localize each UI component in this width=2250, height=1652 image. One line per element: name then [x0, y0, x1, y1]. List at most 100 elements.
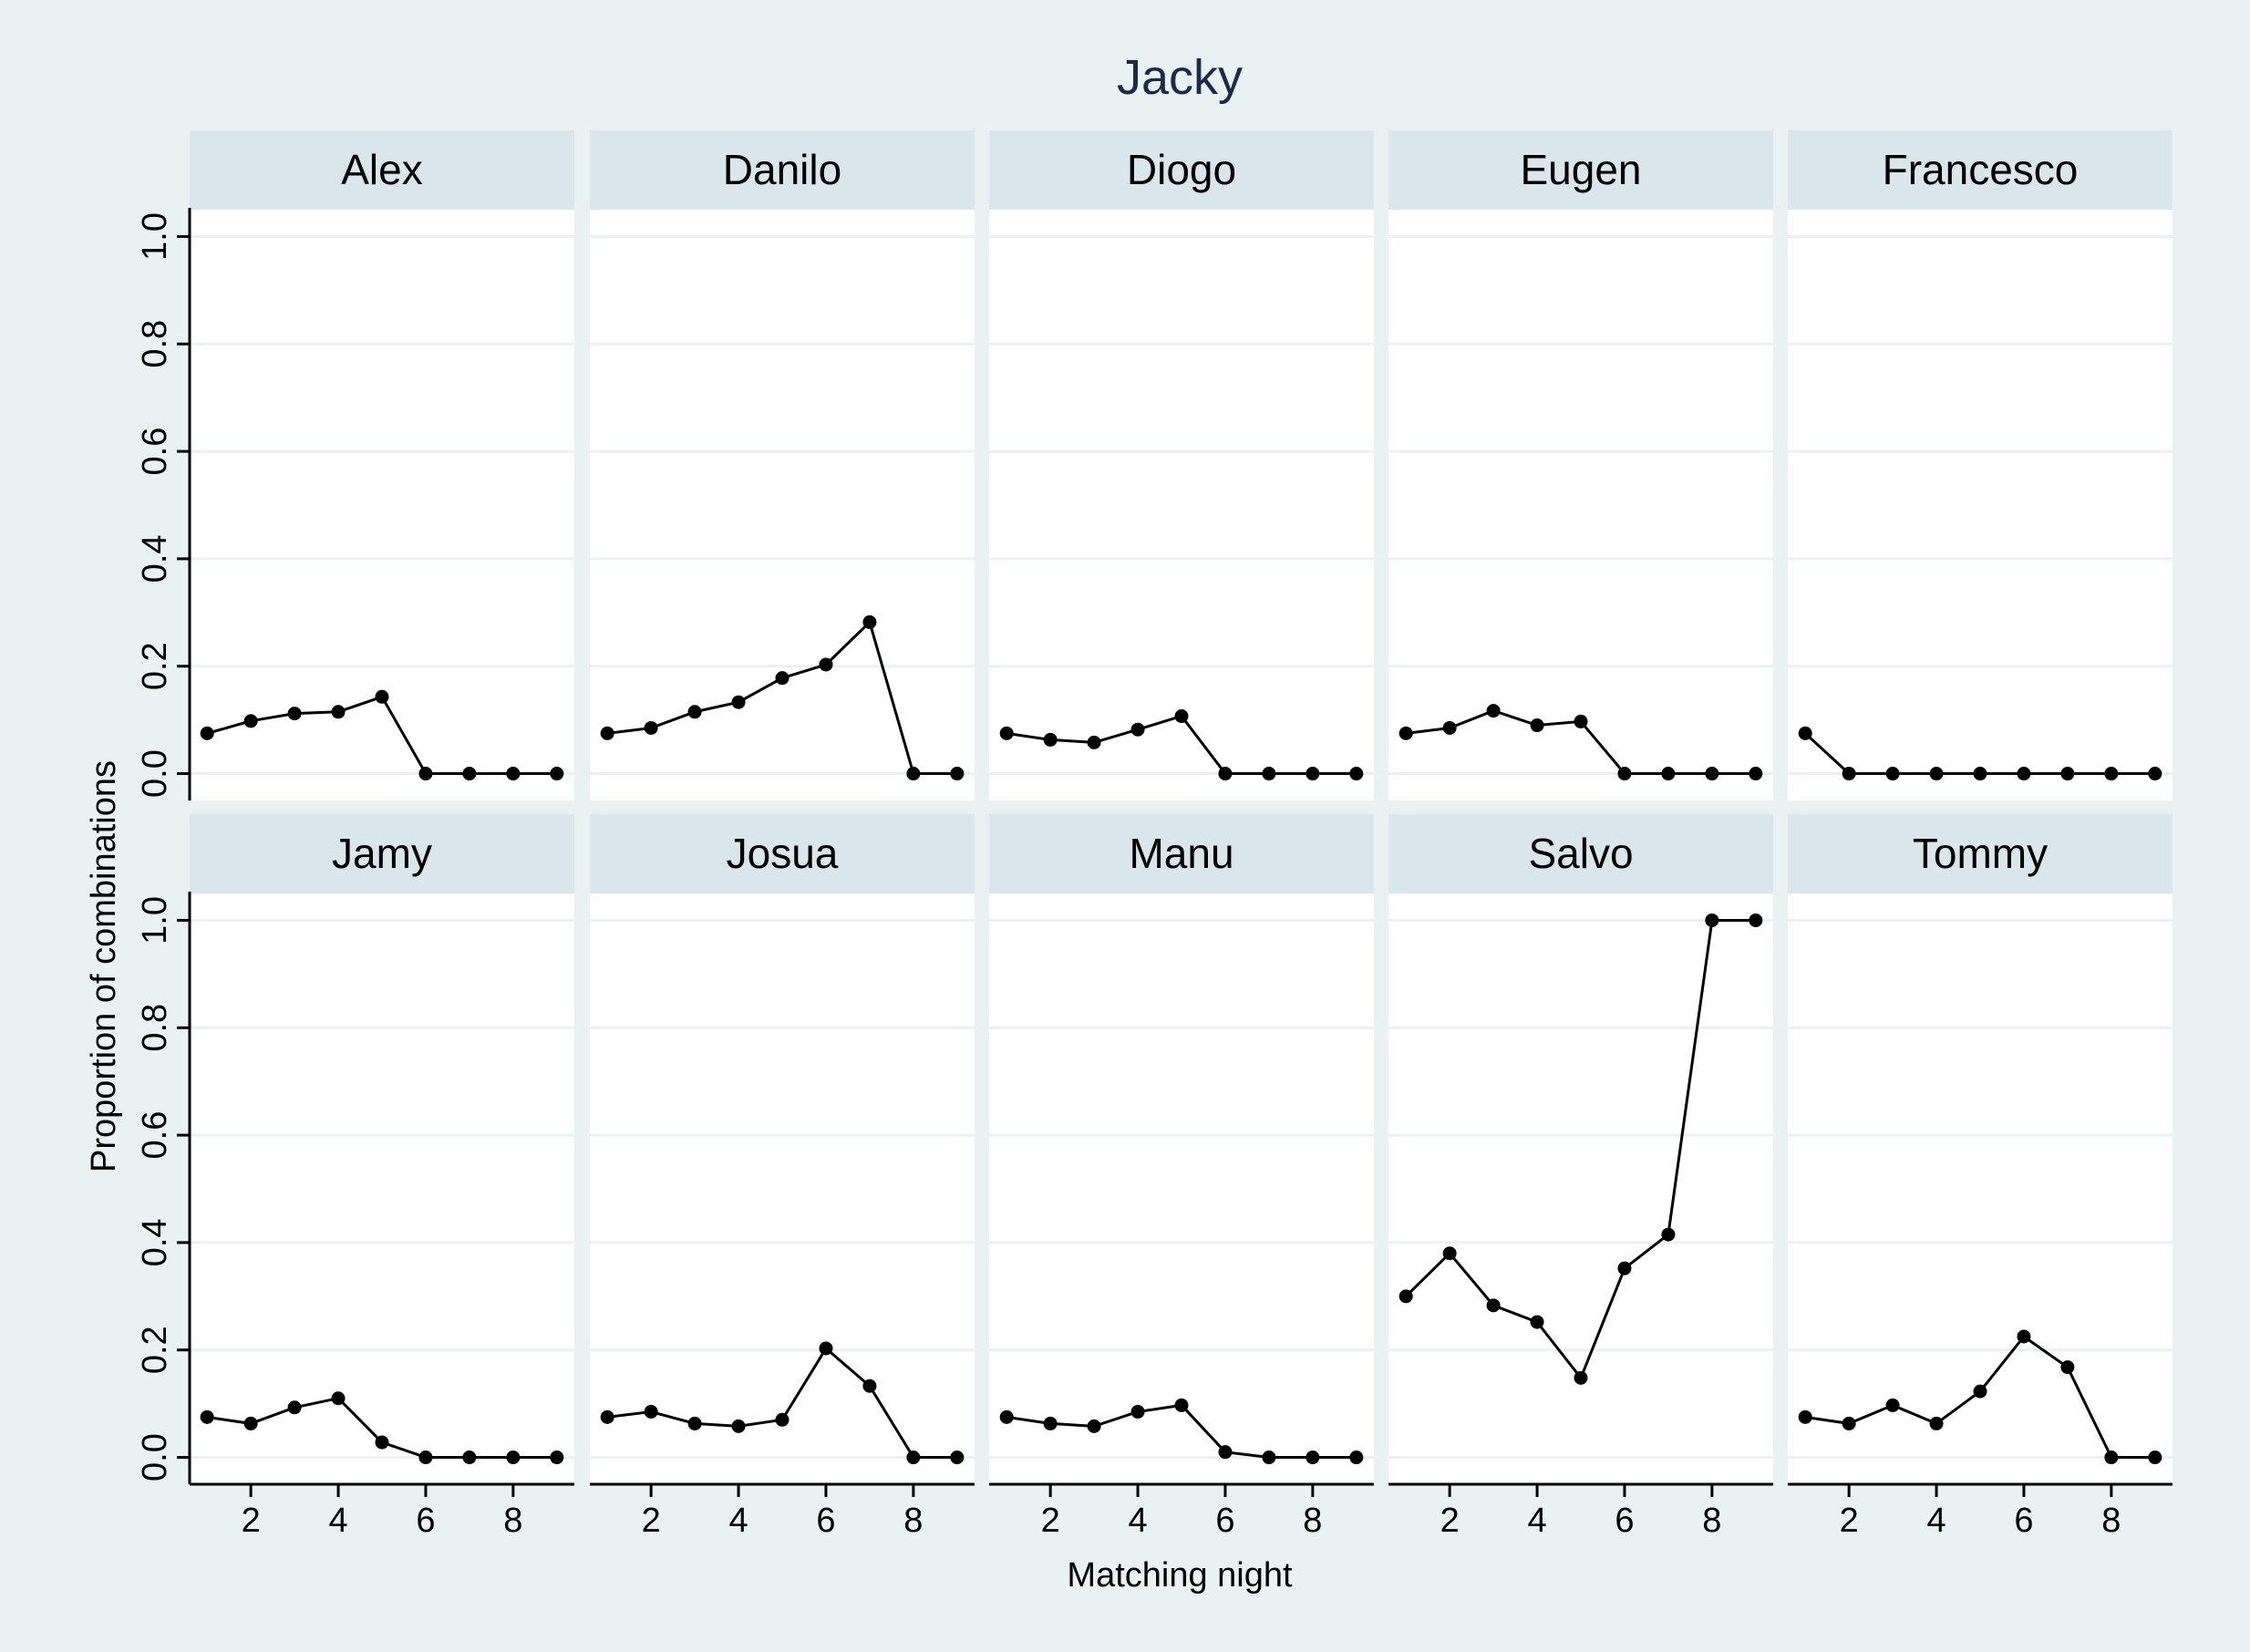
data-point — [1617, 1261, 1632, 1275]
data-point — [462, 1451, 477, 1465]
data-point — [550, 1451, 564, 1465]
data-point — [1399, 1289, 1413, 1304]
panel-plot-area — [590, 893, 975, 1484]
data-point — [1087, 1419, 1101, 1433]
y-tick-label: 0.2 — [136, 1326, 174, 1374]
panel-strip — [1388, 130, 1773, 210]
panel-strip — [590, 814, 975, 893]
data-point — [906, 767, 921, 781]
panel-title: Danilo — [723, 146, 841, 193]
data-point — [2017, 767, 2031, 781]
data-point — [1798, 726, 1812, 740]
data-point — [950, 1451, 965, 1465]
data-point — [731, 695, 746, 709]
panel-manu: Manu — [989, 814, 1374, 1484]
panel-jamy: Jamy — [190, 814, 574, 1484]
data-point — [999, 726, 1014, 740]
data-point — [1399, 726, 1413, 740]
data-point — [600, 726, 614, 740]
x-tick-label: 8 — [1702, 1502, 1721, 1540]
data-point — [1885, 767, 1900, 781]
panel-salvo: Salvo — [1388, 814, 1773, 1484]
data-point — [2060, 767, 2075, 781]
data-point — [644, 720, 658, 735]
x-tick-label: 6 — [1615, 1502, 1634, 1540]
panel-danilo: Danilo — [590, 130, 975, 800]
data-point — [2104, 767, 2119, 781]
data-point — [200, 726, 214, 740]
data-point — [375, 1435, 389, 1450]
data-point — [375, 689, 389, 704]
data-point — [1306, 767, 1320, 781]
x-tick-label: 8 — [503, 1502, 522, 1540]
axes: 0.0 0.2 0.4 0.6 0.8 1.0 0.0 0.2 0.4 0.6 0.8 1.0 2 4 6 8… — [136, 208, 2173, 1540]
data-point — [1574, 1370, 1588, 1385]
data-point — [1530, 1315, 1544, 1329]
y-tick-label: 0.8 — [136, 1004, 174, 1052]
panel-plot-area — [989, 893, 1374, 1484]
data-point — [775, 671, 790, 686]
data-point — [1442, 1246, 1457, 1261]
x-tick-label: 2 — [1840, 1502, 1859, 1540]
x-tick-label: 2 — [1440, 1502, 1460, 1540]
panel-title: Alex — [341, 146, 422, 193]
x-tick-label: 4 — [1128, 1502, 1147, 1540]
y-tick-label: 0.0 — [136, 1433, 174, 1482]
data-point — [862, 614, 877, 629]
data-point — [331, 705, 346, 719]
panel-strip — [989, 130, 1374, 210]
panel-plot-area — [590, 210, 975, 800]
panel-strip — [190, 130, 574, 210]
data-point — [1130, 722, 1145, 737]
data-point — [1929, 1416, 1944, 1430]
y-tick-label: 0.4 — [136, 1218, 174, 1266]
data-point — [1973, 767, 1987, 781]
chart-title: Jacky — [1117, 50, 1243, 105]
panel-strip — [1788, 814, 2173, 893]
data-point — [819, 657, 833, 672]
data-point — [1617, 767, 1632, 781]
x-tick-label: 6 — [1215, 1502, 1234, 1540]
data-point — [550, 767, 564, 781]
y-tick-label: 0.6 — [136, 428, 174, 476]
panel-tommy: Tommy — [1788, 814, 2173, 1484]
x-tick-label: 8 — [903, 1502, 923, 1540]
data-point — [287, 707, 302, 721]
data-point — [1043, 1416, 1058, 1430]
y-tick-label: 1.0 — [136, 212, 174, 261]
x-tick-label: 2 — [242, 1502, 261, 1540]
panel-josua: Josua — [590, 814, 975, 1484]
x-tick-label: 8 — [2101, 1502, 2121, 1540]
data-point — [1218, 1445, 1233, 1460]
data-point — [2060, 1360, 2075, 1375]
panels: Alex Danilo Diogo Eugen Francesco Jamy Josua Ma… — [190, 130, 2173, 1484]
data-point — [1349, 767, 1364, 781]
data-point — [1705, 913, 1719, 927]
panel-strip — [989, 814, 1374, 893]
x-tick-label: 4 — [1926, 1502, 1946, 1540]
panel-plot-area — [1388, 210, 1773, 800]
panel-title: Francesco — [1883, 146, 2079, 193]
panel-plot-area — [190, 893, 574, 1484]
x-tick-label: 6 — [816, 1502, 835, 1540]
panel-francesco: Francesco — [1788, 130, 2173, 800]
data-point — [462, 767, 477, 781]
data-point — [687, 1416, 702, 1430]
panel-plot-area — [1388, 893, 1773, 1484]
data-point — [1749, 913, 1763, 927]
data-point — [2017, 1329, 2031, 1344]
data-point — [687, 705, 702, 719]
data-point — [1798, 1409, 1812, 1424]
panel-eugen: Eugen — [1388, 130, 1773, 800]
data-point — [1130, 1404, 1145, 1419]
panel-title: Salvo — [1528, 830, 1633, 877]
panel-alex: Alex — [190, 130, 574, 800]
panel-title: Josua — [727, 830, 839, 877]
x-tick-label: 6 — [416, 1502, 435, 1540]
data-point — [243, 1416, 258, 1430]
data-point — [1749, 767, 1763, 781]
x-axis-label: Matching night — [1067, 1556, 1293, 1595]
y-tick-label: 0.6 — [136, 1111, 174, 1160]
x-tick-label: 6 — [2014, 1502, 2033, 1540]
panel-strip — [590, 130, 975, 210]
